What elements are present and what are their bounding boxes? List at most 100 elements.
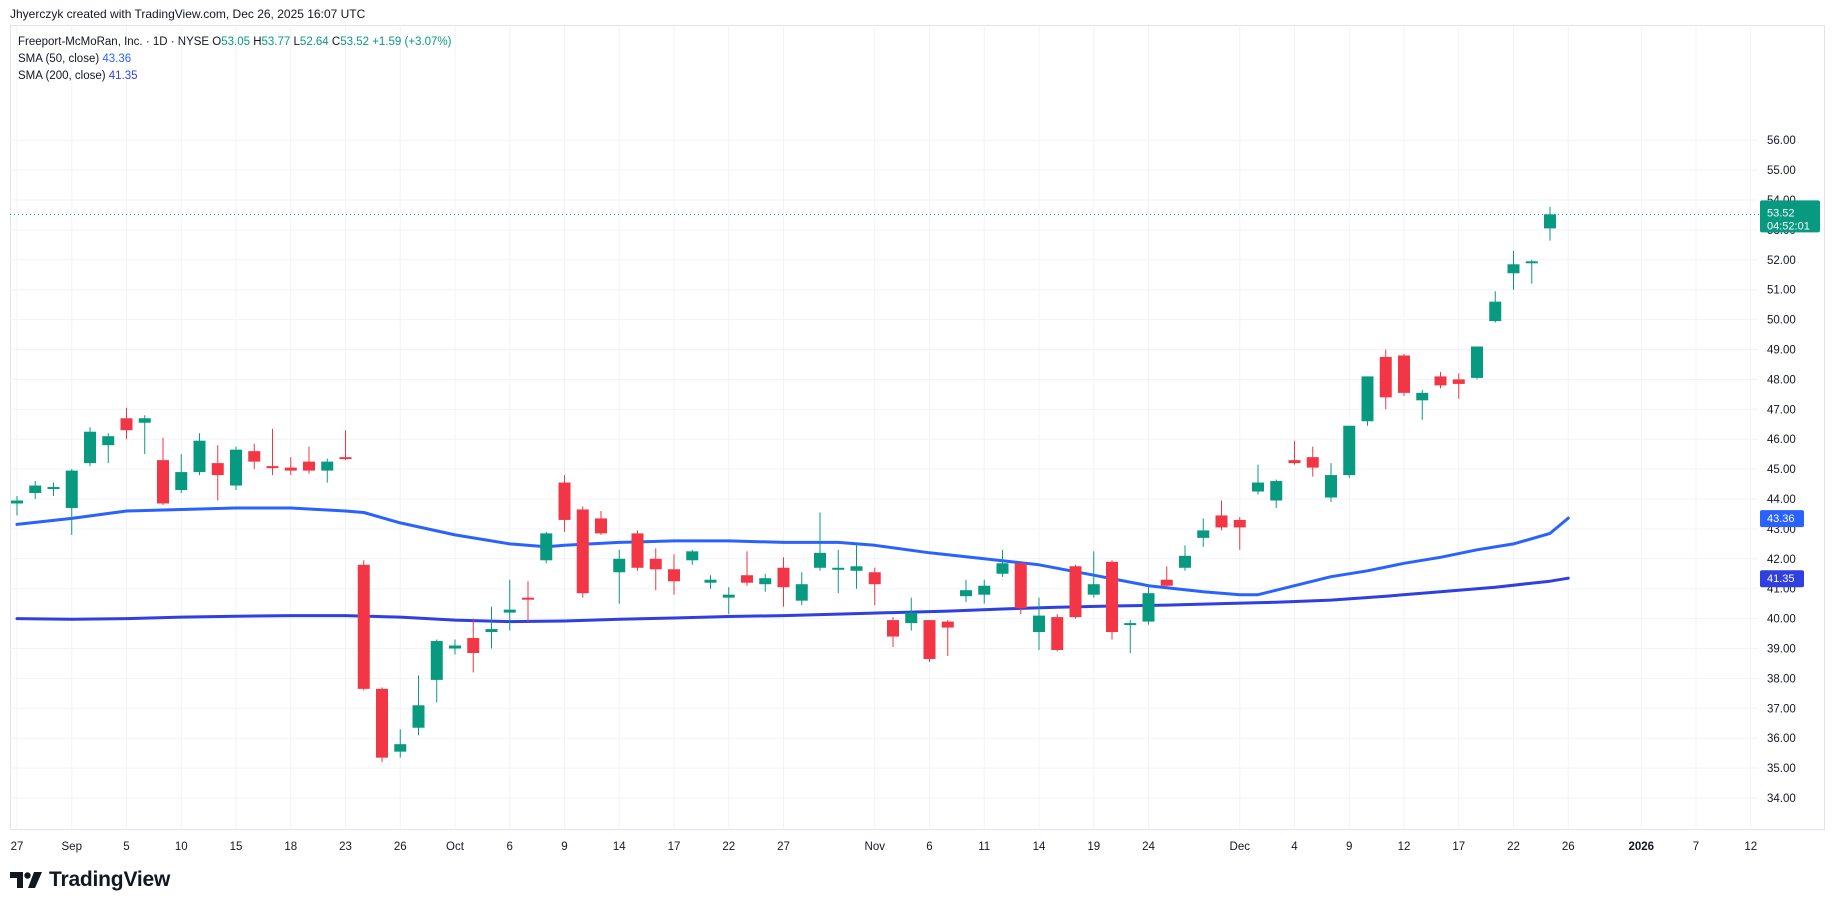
candle xyxy=(230,446,242,491)
candle xyxy=(1033,597,1045,650)
candle-body xyxy=(540,533,553,561)
candle-body xyxy=(1179,555,1191,568)
legend-sma200-row[interactable]: SMA (200, close) 41.35 xyxy=(18,68,451,85)
candle xyxy=(211,445,224,501)
candle-body xyxy=(814,552,826,568)
candle-body xyxy=(193,440,206,473)
candle-body xyxy=(1471,346,1483,378)
high-value: 53.77 xyxy=(261,36,291,48)
time-tick-label: 7 xyxy=(1693,841,1699,853)
candle-body xyxy=(211,463,224,476)
sma50-badge: 43.36 xyxy=(1760,510,1804,528)
candle xyxy=(1197,518,1210,547)
price-tick-label: 51.00 xyxy=(1767,285,1796,297)
candle xyxy=(832,549,845,594)
candle xyxy=(686,549,699,565)
candle xyxy=(84,427,96,467)
legend-sma50-row[interactable]: SMA (50, close) 43.36 xyxy=(18,51,451,68)
price-tick-label: 52.00 xyxy=(1767,255,1796,267)
sma200-label: SMA (200, close) xyxy=(18,70,106,82)
candle-body xyxy=(175,472,188,491)
time-tick-label: 23 xyxy=(339,841,352,853)
time-tick-label: 9 xyxy=(1346,841,1352,853)
candle xyxy=(376,687,388,763)
candle-body xyxy=(613,558,626,573)
candle xyxy=(887,617,899,648)
time-tick-label: 22 xyxy=(1507,841,1520,853)
candle-body xyxy=(1087,584,1100,595)
chart-credit: Jhyerczyk created with TradingView.com, … xyxy=(10,7,366,21)
plot-frame xyxy=(10,25,1825,830)
candle-body xyxy=(138,418,151,423)
candle-body xyxy=(376,688,388,758)
candle xyxy=(1124,620,1137,653)
time-tick-label: 27 xyxy=(11,841,24,853)
candle-body xyxy=(266,466,279,469)
time-tick-label: Sep xyxy=(62,841,82,853)
candle xyxy=(868,567,881,606)
candle xyxy=(1106,560,1118,640)
candle-body xyxy=(467,638,480,653)
candle-body xyxy=(65,470,78,508)
candle-body xyxy=(11,500,23,504)
candle-body xyxy=(412,705,425,728)
time-tick-label: 17 xyxy=(668,841,681,853)
candle-body xyxy=(321,461,334,471)
candle xyxy=(722,587,735,615)
price-tick-label: 40.00 xyxy=(1767,614,1796,626)
candle-body xyxy=(960,590,972,597)
candle-body xyxy=(394,744,407,752)
candle xyxy=(814,512,826,571)
candle xyxy=(357,560,370,691)
sma200-value: 41.35 xyxy=(108,70,138,82)
candle xyxy=(576,506,589,598)
candle-body xyxy=(923,620,936,659)
sma200-line xyxy=(15,576,1570,624)
candle xyxy=(649,548,662,591)
candle xyxy=(1525,259,1538,284)
candle xyxy=(1233,516,1246,550)
tradingview-brand[interactable]: TradingView xyxy=(10,868,170,892)
candle-body xyxy=(868,572,881,585)
price-tick-label: 48.00 xyxy=(1767,374,1796,386)
candle-body xyxy=(704,579,717,583)
low-label: L xyxy=(293,36,300,48)
price-tick-label: 55.00 xyxy=(1767,165,1796,177)
candle xyxy=(120,407,133,440)
candle-body xyxy=(503,609,516,613)
candle-body xyxy=(284,467,297,471)
candle xyxy=(47,482,60,497)
candle xyxy=(266,428,279,476)
sma50-value: 43.36 xyxy=(102,53,132,65)
candle-body xyxy=(102,436,115,446)
candle-body xyxy=(1252,482,1264,492)
candle xyxy=(1179,545,1191,571)
candle-body xyxy=(1379,356,1392,398)
candle-body xyxy=(1014,563,1027,609)
candle xyxy=(631,530,644,571)
time-tick-label: 27 xyxy=(777,841,790,853)
last-price-badge-value: 53.52 xyxy=(1767,207,1795,219)
time-tick-label: 18 xyxy=(284,841,297,853)
candle xyxy=(29,481,42,499)
candle-body xyxy=(1288,460,1301,464)
candle-body xyxy=(759,578,772,585)
candle-body xyxy=(357,564,370,689)
candle-body xyxy=(1416,392,1429,401)
candle xyxy=(65,469,78,535)
price-tick-label: 42.00 xyxy=(1767,554,1796,566)
candle-body xyxy=(595,518,607,534)
candle-body xyxy=(668,569,680,582)
time-tick-label: 5 xyxy=(123,841,129,853)
candle-body xyxy=(449,645,461,649)
candle-body xyxy=(850,566,863,571)
price-tick-label: 37.00 xyxy=(1767,703,1796,715)
candle xyxy=(759,573,772,592)
candle-body xyxy=(741,575,753,583)
candle-body xyxy=(1106,561,1118,633)
symbol-label[interactable]: Freeport-McMoRan, Inc. · 1D · NYSE xyxy=(18,36,210,48)
candle xyxy=(1361,376,1374,426)
candle xyxy=(540,531,553,564)
time-tick-label: 22 xyxy=(722,841,735,853)
